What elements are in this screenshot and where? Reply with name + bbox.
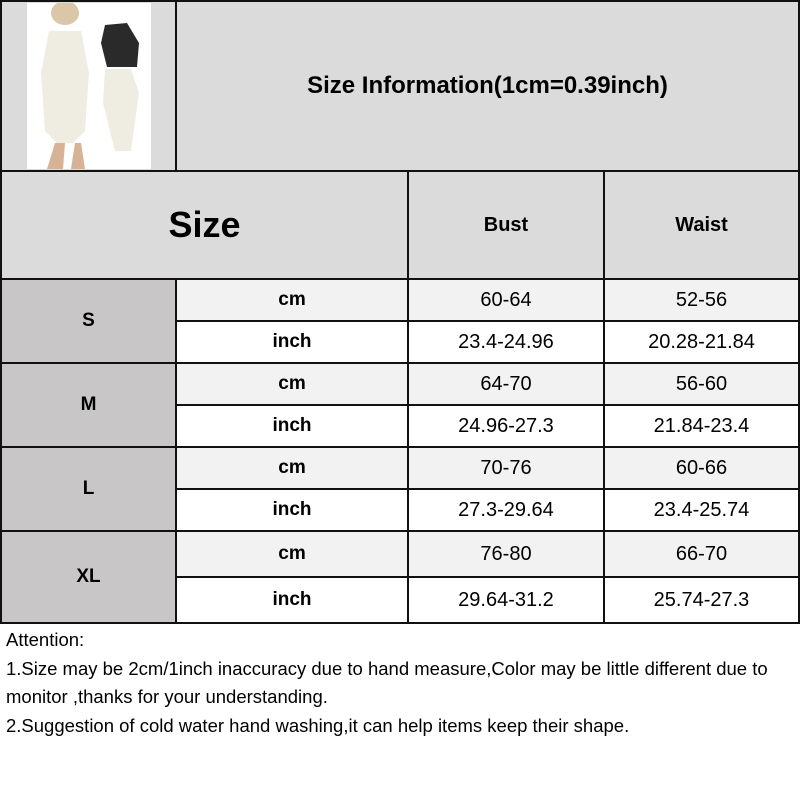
waist-inch: 21.84-23.4: [603, 404, 800, 448]
size-header: Size: [0, 170, 409, 280]
unit-cm: cm: [175, 362, 409, 406]
waist-header: Waist: [603, 170, 800, 280]
product-image: [26, 3, 151, 169]
bust-inch: 27.3-29.64: [407, 488, 605, 532]
attention-notes: Attention: 1.Size may be 2cm/1inch inacc…: [6, 626, 796, 740]
bust-inch: 24.96-27.3: [407, 404, 605, 448]
waist-cm: 52-56: [603, 278, 800, 322]
bust-cm: 70-76: [407, 446, 605, 490]
waist-inch: 20.28-21.84: [603, 320, 800, 364]
unit-inch: inch: [175, 404, 409, 448]
unit-inch: inch: [175, 320, 409, 364]
waist-cm: 66-70: [603, 530, 800, 578]
bust-header: Bust: [407, 170, 605, 280]
size-label: L: [0, 446, 177, 532]
waist-inch: 25.74-27.3: [603, 576, 800, 624]
page-title: Size Information(1cm=0.39inch): [175, 0, 800, 172]
size-label: XL: [0, 530, 177, 624]
unit-inch: inch: [175, 488, 409, 532]
unit-cm: cm: [175, 530, 409, 578]
bust-inch: 23.4-24.96: [407, 320, 605, 364]
waist-inch: 23.4-25.74: [603, 488, 800, 532]
bust-inch: 29.64-31.2: [407, 576, 605, 624]
attention-line-1: 1.Size may be 2cm/1inch inaccuracy due t…: [6, 657, 768, 708]
size-label: M: [0, 362, 177, 448]
bust-cm: 76-80: [407, 530, 605, 578]
attention-line-2: 2.Suggestion of cold water hand washing,…: [6, 714, 630, 736]
size-label: S: [0, 278, 177, 364]
waist-cm: 56-60: [603, 362, 800, 406]
waist-cm: 60-66: [603, 446, 800, 490]
bust-cm: 60-64: [407, 278, 605, 322]
attention-heading: Attention:: [6, 629, 85, 650]
product-image-cell: [0, 0, 177, 172]
unit-inch: inch: [175, 576, 409, 624]
unit-cm: cm: [175, 278, 409, 322]
bust-cm: 64-70: [407, 362, 605, 406]
unit-cm: cm: [175, 446, 409, 490]
